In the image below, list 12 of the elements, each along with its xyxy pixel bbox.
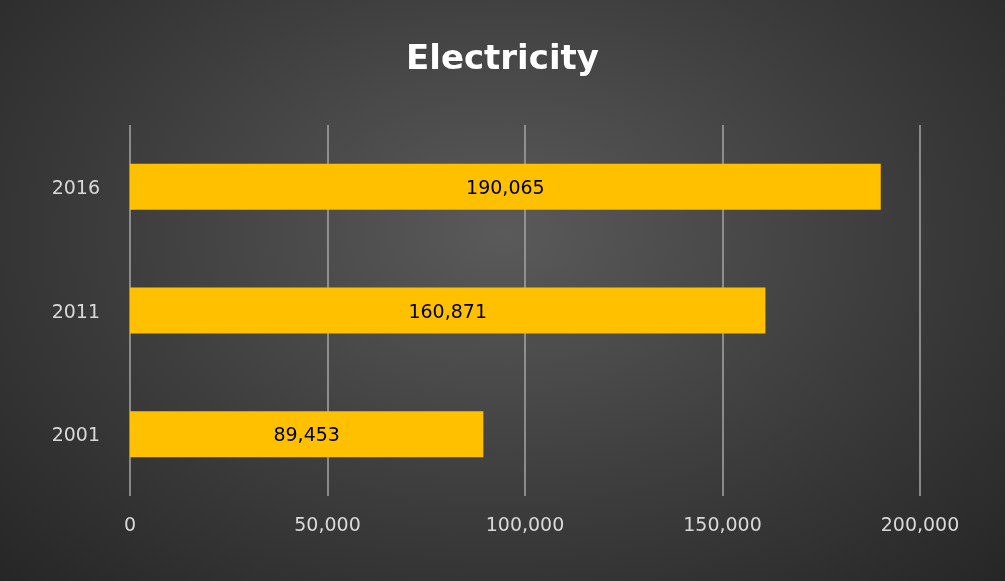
x-tick-label: 150,000 [683,512,762,535]
data-label: 160,871 [408,299,488,322]
x-tick-label: 50,000 [294,512,361,535]
y-tick-label: 2011 [51,299,100,322]
chart-title: Electricity [406,37,599,77]
data-label: 89,453 [273,423,340,446]
x-tick-label: 0 [123,512,137,535]
y-tick-label: 2001 [51,423,100,446]
y-tick-label: 2016 [51,175,100,198]
x-tick-label: 100,000 [485,512,565,535]
x-tick-label: 200,000 [880,512,960,535]
data-label: 190,065 [466,175,545,198]
